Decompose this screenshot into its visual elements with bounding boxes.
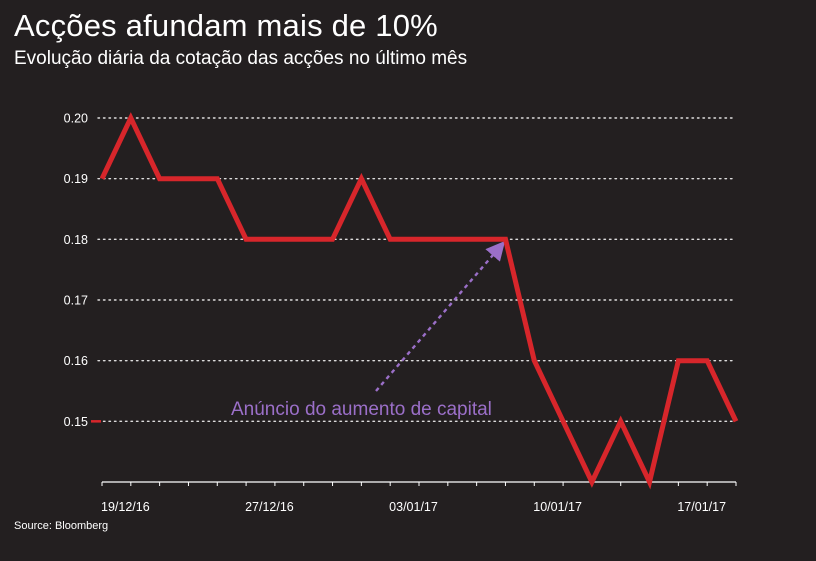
chart-title: Acções afundam mais de 10% [14,8,438,43]
y-axis: 0.15 0.16 0.17 0.18 0.19 0.20 [64,112,88,429]
y-tick-label: 0.15 [64,415,88,429]
chart-subtitle: Evolução diária da cotação das acções no… [14,48,468,69]
x-tick-label: 17/01/17 [677,500,726,514]
source-note: Source: Bloomberg [14,520,109,532]
x-tick-label: 03/01/17 [389,500,438,514]
y-tick-label: 0.17 [64,294,88,308]
annotation-label: Anúncio do aumento de capital [231,399,492,420]
y-tick-label: 0.20 [64,112,88,126]
x-axis: 19/12/16 27/12/16 03/01/17 10/01/17 17/01/17 [101,481,737,514]
y-tick-label: 0.16 [64,354,88,368]
y-tick-label: 0.19 [64,172,88,186]
y-tick-label: 0.18 [64,233,88,247]
gridlines [97,117,737,423]
x-tick-label: 10/01/17 [533,500,582,514]
x-tick-label: 27/12/16 [245,500,294,514]
x-tick-label: 19/12/16 [101,500,150,514]
series-group [91,112,739,490]
annotation-arrow [375,240,506,392]
annotation-group: Anúncio do aumento de capital [231,240,506,420]
